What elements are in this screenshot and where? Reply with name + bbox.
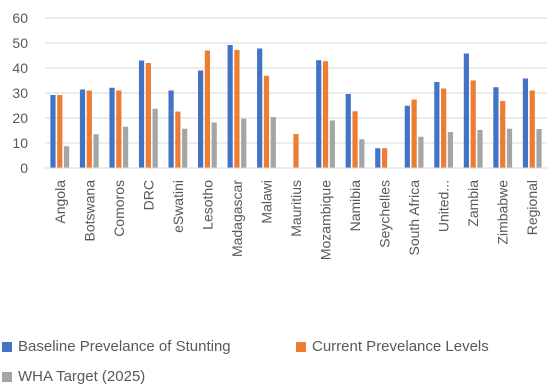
legend: Baseline Prevelance of Stunting Current P… [0, 330, 547, 390]
bar-2-7 [270, 117, 276, 168]
bar-2-3 [152, 108, 158, 168]
legend-swatch [2, 371, 12, 382]
bar-1-1 [86, 90, 92, 168]
bar-1-5 [204, 50, 211, 168]
bar-1-14 [470, 80, 476, 168]
y-tick-label: 40 [12, 60, 28, 76]
x-tick-label: Angola [52, 180, 68, 224]
bar-1-11 [381, 148, 388, 168]
legend-item: Baseline Prevelance of Stunting [2, 338, 231, 355]
bar-2-14 [477, 130, 483, 168]
bar-1-9 [322, 61, 329, 168]
legend-label: Current Prevelance Levels [312, 338, 489, 355]
bar-1-16 [529, 90, 535, 168]
bar-1-2 [116, 90, 122, 168]
bar-2-12 [418, 136, 424, 168]
bar-1-0 [57, 95, 63, 168]
legend-label: Baseline Prevelance of Stunting [18, 338, 231, 355]
bar-2-16 [536, 129, 542, 168]
bar-0-3 [138, 60, 145, 168]
y-axis: 0 10 20 30 40 50 60 [12, 10, 28, 176]
bar-1-12 [411, 99, 417, 168]
bar-0-1 [79, 89, 86, 168]
bar-1-7 [263, 75, 270, 168]
x-tick-label: Regional [524, 180, 540, 235]
x-tick-label: Comoros [111, 180, 127, 237]
bar-1-10 [352, 111, 358, 168]
bar-0-2 [109, 87, 115, 168]
bar-1-4 [175, 111, 181, 168]
bar-2-6 [241, 118, 247, 168]
y-tick-label: 20 [12, 110, 28, 126]
x-tick-label: United... [436, 180, 452, 232]
bar-2-5 [211, 122, 217, 168]
bar-0-0 [50, 95, 56, 168]
x-tick-label: South Africa [406, 180, 422, 256]
x-tick-label: Zimbabwe [495, 180, 511, 245]
x-tick-label: Botswana [81, 180, 97, 242]
bars [50, 45, 542, 168]
bar-1-8 [293, 134, 299, 168]
x-axis: Angola Botswana Comoros DRC eSwatini Lesotho M… [52, 180, 540, 260]
bar-0-4 [168, 90, 174, 168]
bar-0-15 [493, 87, 499, 168]
y-tick-label: 10 [12, 135, 28, 151]
x-tick-label: Mauritius [288, 180, 304, 237]
x-tick-label: Namibia [347, 180, 363, 232]
bar-0-11 [375, 148, 381, 168]
x-tick-label: Madagascar [229, 180, 245, 257]
bar-2-9 [329, 120, 335, 168]
legend-swatch [2, 341, 12, 352]
bar-1-6 [234, 50, 240, 168]
gridlines [45, 17, 547, 144]
bar-1-13 [441, 88, 447, 168]
bar-0-9 [316, 60, 322, 168]
bar-0-13 [434, 82, 440, 168]
x-tick-label: Seychelles [377, 180, 393, 248]
bar-2-2 [123, 126, 129, 168]
bar-2-1 [93, 134, 99, 168]
x-tick-label: DRC [140, 180, 156, 210]
bar-0-16 [522, 78, 529, 168]
legend-item: Current Prevelance Levels [296, 338, 489, 355]
x-tick-label: Lesotho [199, 180, 215, 230]
bar-1-15 [500, 101, 506, 168]
bar-0-12 [404, 105, 410, 168]
bar-0-10 [345, 94, 351, 168]
bar-2-4 [182, 128, 188, 168]
bar-0-7 [257, 48, 263, 168]
bar-0-6 [227, 45, 233, 168]
bar-1-3 [145, 63, 151, 168]
y-tick-label: 0 [20, 160, 28, 176]
x-tick-label: Zambia [465, 180, 481, 227]
x-tick-label: Mozambique [318, 180, 334, 260]
bar-2-13 [447, 132, 454, 168]
bar-0-14 [463, 53, 469, 168]
x-tick-label: Malawi [258, 180, 274, 224]
y-tick-label: 50 [12, 35, 28, 51]
legend-label: WHA Target (2025) [18, 368, 146, 385]
bar-2-15 [506, 128, 513, 168]
legend-swatch [296, 341, 306, 352]
y-tick-label: 30 [12, 85, 28, 101]
x-tick-label: eSwatini [170, 180, 186, 233]
bar-2-0 [63, 146, 70, 168]
legend-item: WHA Target (2025) [2, 368, 145, 385]
y-tick-label: 60 [12, 10, 28, 26]
bar-2-10 [359, 139, 365, 168]
bar-0-5 [198, 70, 204, 168]
